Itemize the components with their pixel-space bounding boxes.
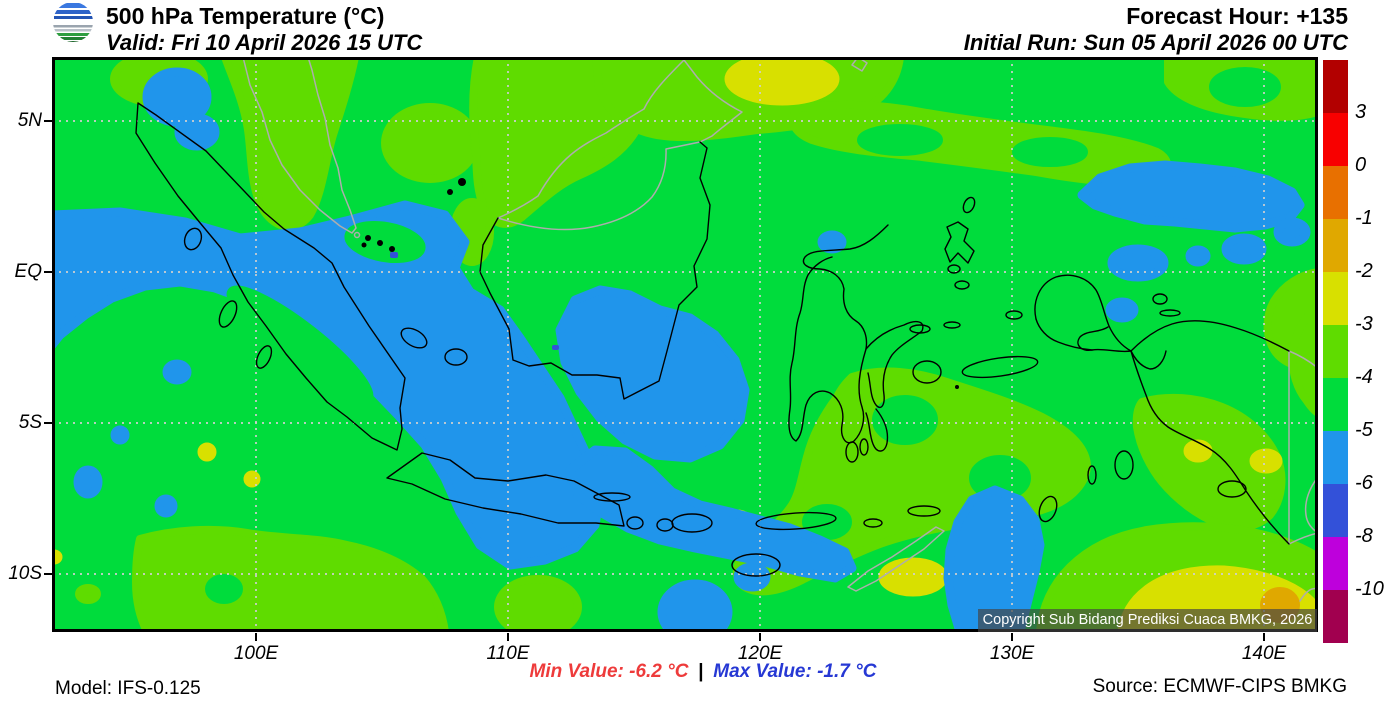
colorbar-segment: [1323, 60, 1348, 113]
colorbar-segment: [1323, 325, 1348, 378]
lat-tick: [44, 573, 52, 575]
map-frame: [52, 57, 1318, 632]
colorbar-label: -4: [1355, 366, 1373, 388]
colorbar-segment: [1323, 113, 1348, 166]
weather-map: [52, 57, 1318, 632]
lat-tick-label: EQ: [14, 261, 42, 282]
copyright-bar: Copyright Sub Bidang Prediksi Cuaca BMKG…: [978, 609, 1317, 632]
royal-blue-specks: [390, 252, 559, 350]
green-holes-in-blue: [226, 221, 426, 405]
lon-tick-label: 130E: [989, 643, 1035, 664]
colorbar-label: -8: [1355, 525, 1373, 547]
lat-tick-label: 5S: [18, 412, 42, 433]
lon-tick: [1263, 633, 1265, 641]
graticule: [52, 57, 1318, 632]
lat-tick-label: 10S: [8, 563, 42, 584]
colorbar-label: -10: [1355, 578, 1384, 600]
lat-tick: [44, 422, 52, 424]
forecast-hour-label: Forecast Hour: +135: [1126, 3, 1348, 29]
minmax-separator: |: [698, 661, 704, 682]
blue-patches: [52, 67, 1311, 632]
lon-tick-label: 120E: [737, 643, 783, 664]
colorbar-label: -5: [1355, 419, 1373, 441]
lat-tick: [44, 120, 52, 122]
colorbar-segment: [1323, 272, 1348, 325]
colorbar-segment: [1323, 431, 1348, 484]
colorbar-segment: [1323, 219, 1348, 272]
colorbar-label: -2: [1355, 260, 1373, 282]
page-title: 500 hPa Temperature (°C): [106, 3, 385, 29]
lon-tick-label: 100E: [233, 643, 279, 664]
colorbar-label: 3: [1355, 101, 1367, 123]
lat-tick: [44, 271, 52, 273]
bmkg-logo: [53, 2, 93, 42]
colorbar-segment: [1323, 484, 1348, 537]
initial-run-label: Initial Run: Sun 05 April 2026 00 UTC: [963, 30, 1348, 55]
min-value-label: Min Value: -6.2 °C: [529, 661, 689, 682]
lon-tick: [255, 633, 257, 641]
colorbar-segment: [1323, 166, 1348, 219]
model-label: Model: IFS-0.125: [55, 678, 201, 699]
colorbar-segment: [1323, 537, 1348, 590]
minmax-line: Min Value: -6.2 °C | Max Value: -1.7 °C: [530, 661, 877, 683]
colorbar-segment: [1323, 590, 1348, 643]
lon-tick-label: 110E: [486, 643, 530, 664]
source-label: Source: ECMWF-CIPS BMKG: [1092, 676, 1347, 697]
indonesia-coastlines: [135, 102, 1290, 577]
bmkg-logo-icon: [53, 2, 93, 42]
lat-tick-label: 5N: [17, 110, 42, 131]
lon-tick: [507, 633, 509, 641]
lon-tick: [1011, 633, 1013, 641]
colorbar-label: -1: [1355, 207, 1373, 229]
green-holes: [205, 67, 1281, 604]
colorbar-label: 0: [1355, 154, 1367, 176]
colorbar-label: -3: [1355, 313, 1373, 335]
colorbar-label: -6: [1355, 472, 1373, 494]
lon-tick-label: 140E: [1241, 643, 1287, 664]
colorbar-segment: [1323, 378, 1348, 431]
max-value-label: Max Value: -1.7 °C: [713, 661, 877, 682]
valid-time-label: Valid: Fri 10 April 2026 15 UTC: [106, 30, 423, 55]
lon-tick: [759, 633, 761, 641]
colorbar: [1323, 60, 1348, 643]
